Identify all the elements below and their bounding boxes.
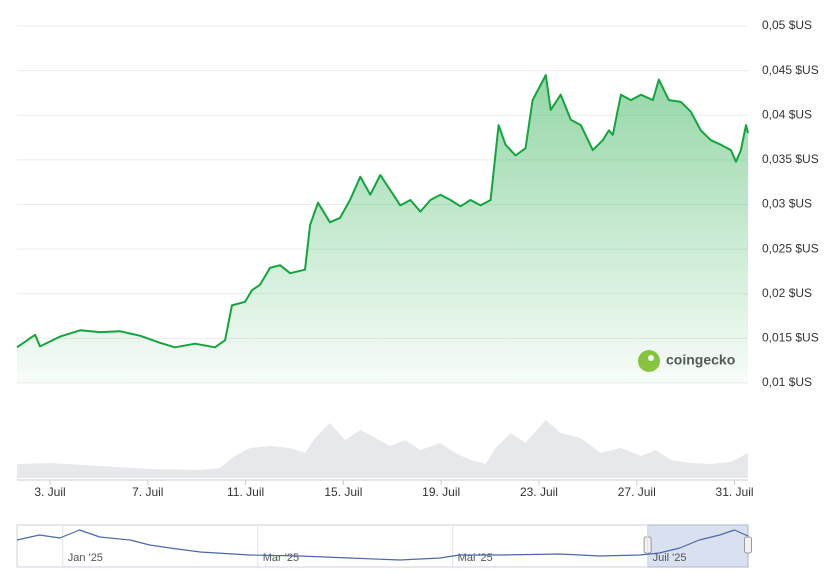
navigator-line: [16, 529, 749, 561]
y-tick-label: 0,03 $US: [762, 197, 812, 211]
x-tick-label: 7. Juil: [132, 485, 163, 499]
price-area: [17, 75, 748, 383]
volume-area: [17, 420, 748, 478]
y-tick-label: 0,045 $US: [762, 63, 819, 77]
x-tick-label: 19. Juil: [422, 485, 460, 499]
y-tick-label: 0,04 $US: [762, 107, 812, 121]
navigator-frame: [16, 524, 749, 568]
y-tick-label: 0,035 $US: [762, 152, 819, 166]
x-tick-label: 31. Juil: [716, 485, 754, 499]
x-tick-label: 23. Juil: [520, 485, 558, 499]
y-tick-label: 0,05 $US: [762, 18, 812, 32]
y-tick-label: 0,015 $US: [762, 331, 819, 345]
navigator-handle: [744, 536, 752, 554]
x-tick-label: 11. Juil: [227, 485, 264, 499]
x-tick-label: Jan '25: [68, 552, 103, 564]
x-tick-label: Mar '25: [263, 552, 299, 564]
y-tick-label: 0,01 $US: [762, 375, 812, 389]
y-tick-label: 0,02 $US: [762, 286, 812, 300]
price-line: [16, 74, 749, 349]
x-tick-label: Juil '25: [653, 552, 687, 564]
y-tick-label: 0,025 $US: [762, 241, 819, 255]
x-tick-label: 27. Juil: [618, 485, 656, 499]
x-tick-label: 3. Juil: [34, 485, 65, 499]
navigator-selection: [647, 524, 749, 568]
x-tick-label: 15. Juil: [324, 485, 362, 499]
x-tick-label: Mai '25: [458, 552, 493, 564]
